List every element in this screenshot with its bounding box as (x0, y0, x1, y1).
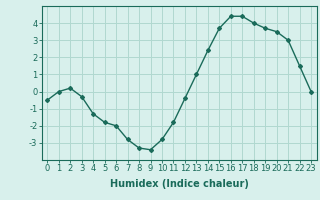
X-axis label: Humidex (Indice chaleur): Humidex (Indice chaleur) (110, 179, 249, 189)
